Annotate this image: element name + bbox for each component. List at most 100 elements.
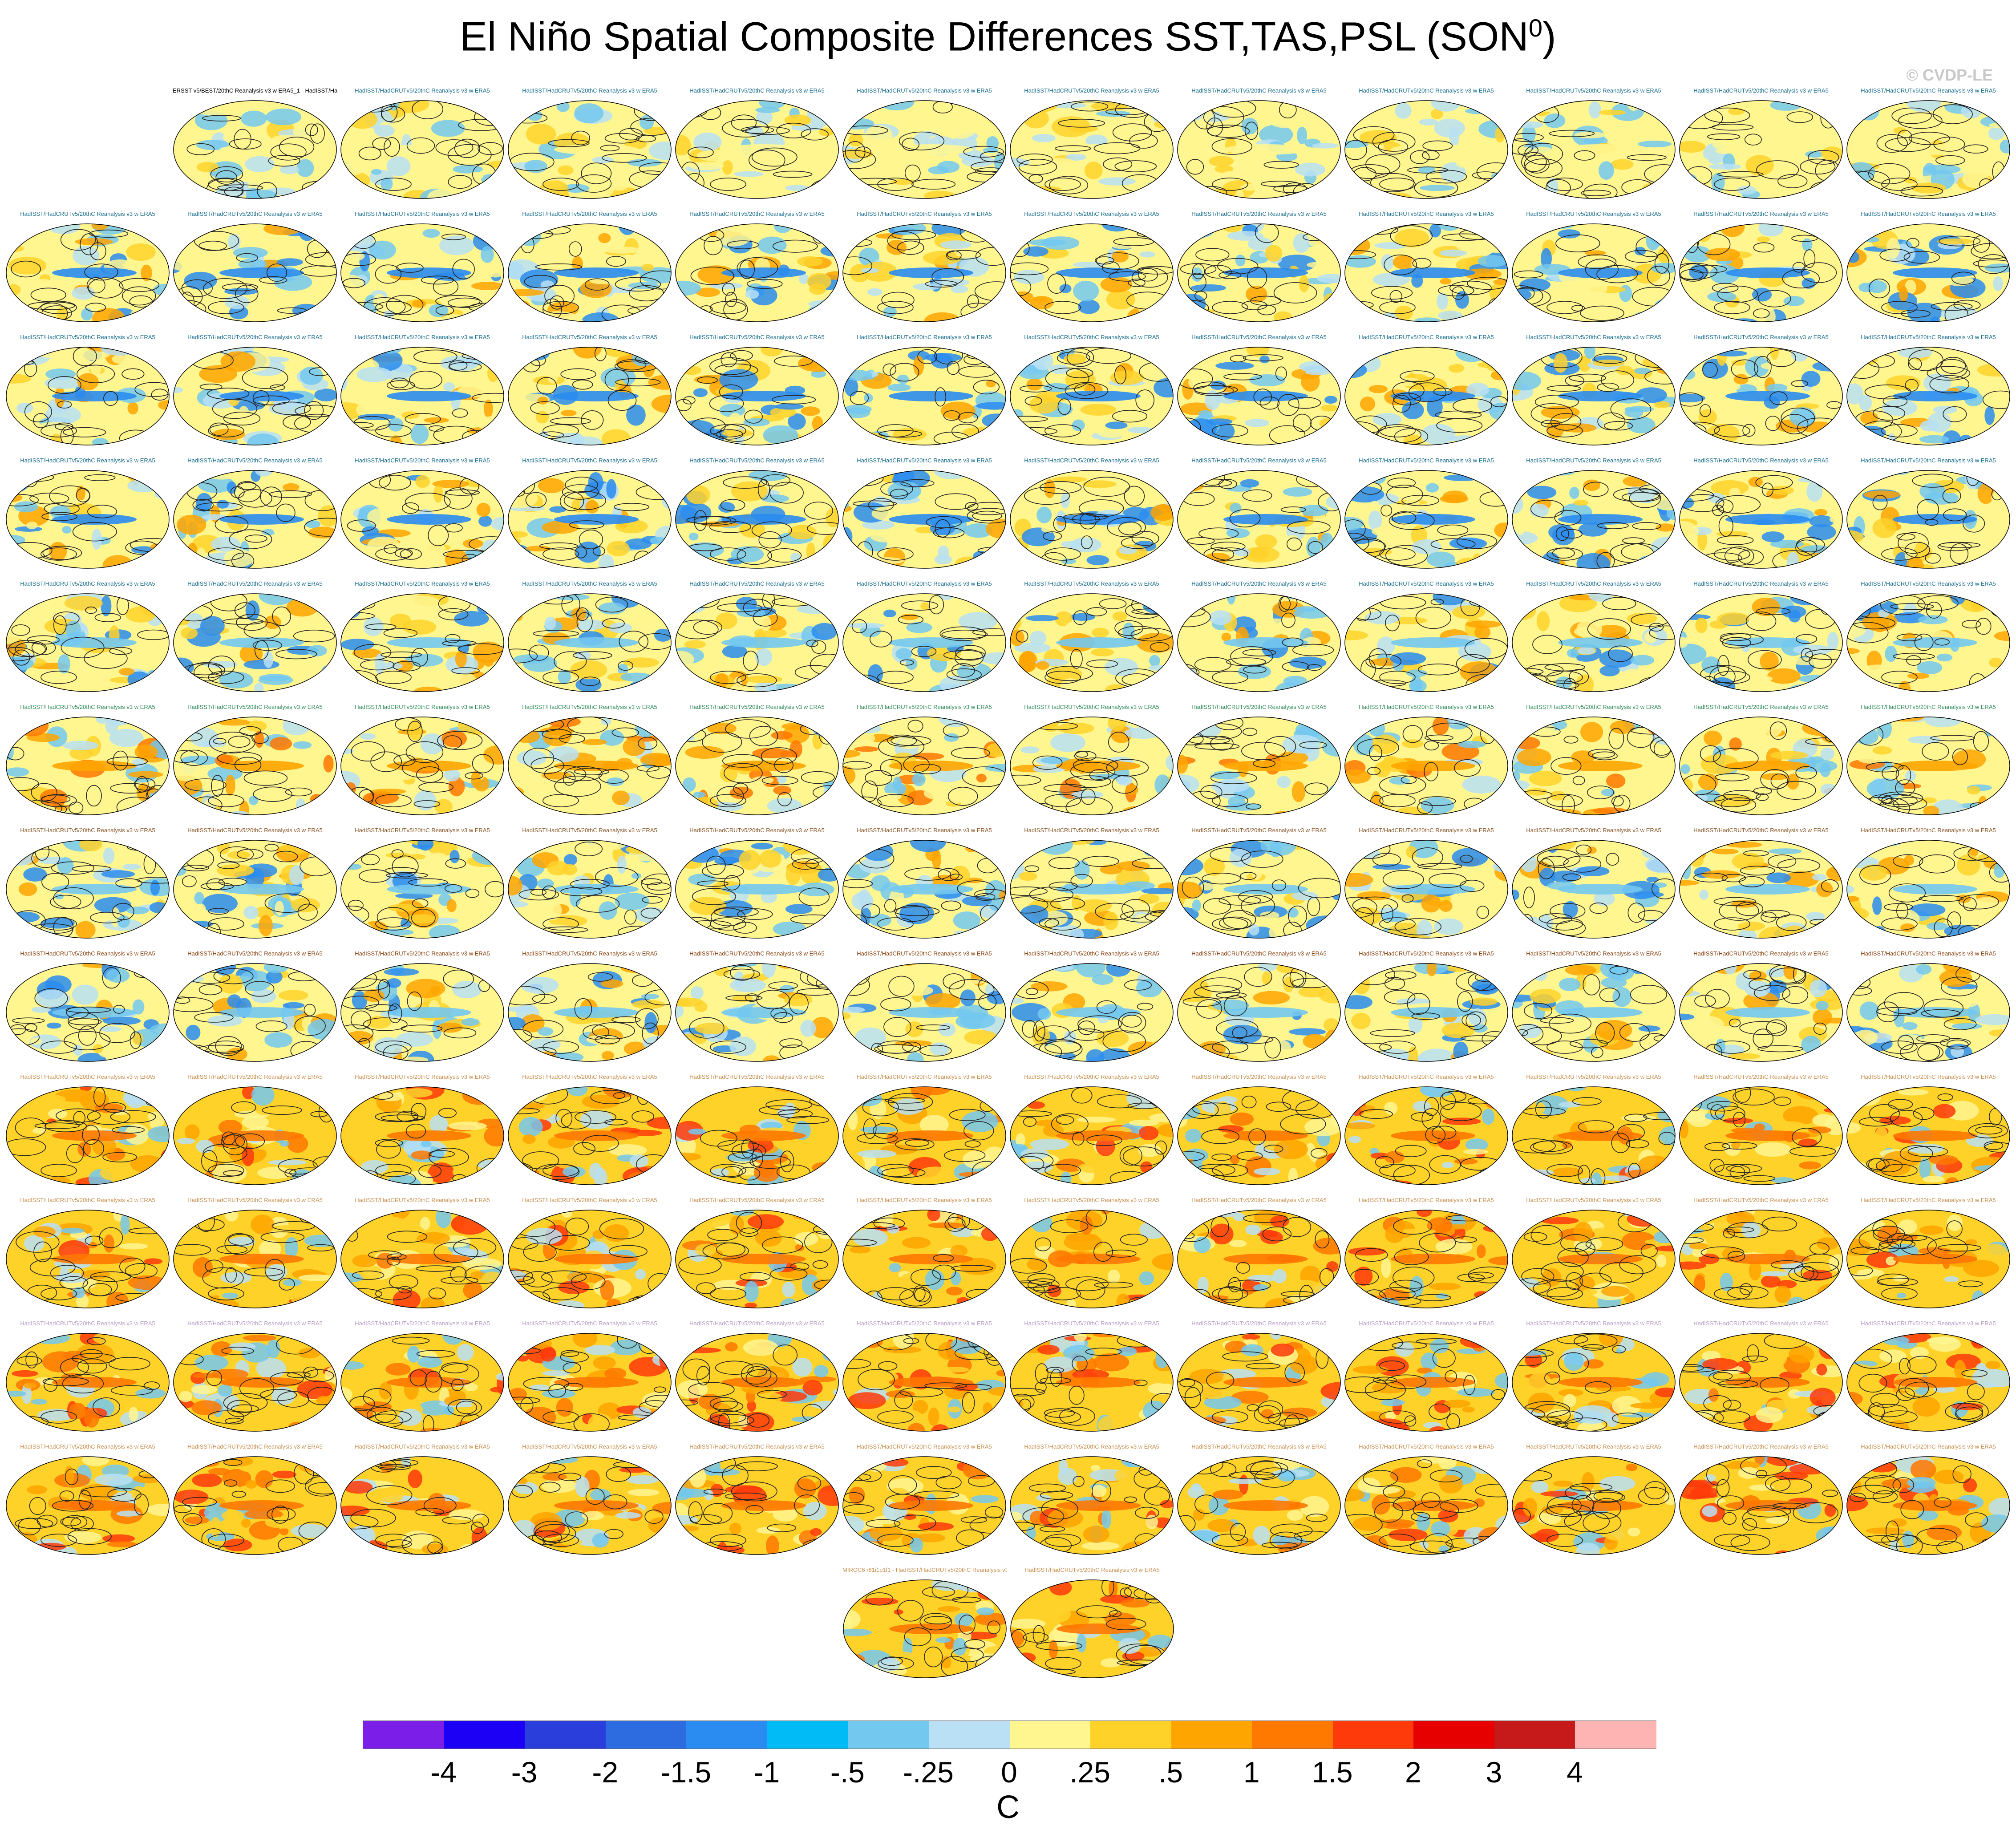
- panel-label: HadISST/HadCRUTv5/20thC Reanalysis v3 w …: [522, 581, 657, 587]
- map-panel: HadISST/HadCRUTv5/20thC Reanalysis v3 w …: [1511, 704, 1676, 816]
- panel-label: HadISST/HadCRUTv5/20thC Reanalysis v3 w …: [1024, 951, 1159, 957]
- panel-label: HadISST/HadCRUTv5/20thC Reanalysis v3 w …: [1526, 211, 1661, 217]
- global-map: [1512, 1210, 1676, 1308]
- global-map: [1010, 1579, 1174, 1678]
- map-panel: HadISST/HadCRUTv5/20thC Reanalysis v3 w …: [1177, 828, 1341, 939]
- global-map: [508, 593, 672, 692]
- global-map: [6, 593, 170, 692]
- global-map: [1177, 1333, 1341, 1432]
- panel-label: HadISST/HadCRUTv5/20thC Reanalysis v3 w …: [187, 1321, 323, 1327]
- map-panel: HadISST/HadCRUTv5/20thC Reanalysis v3 w …: [842, 1321, 1007, 1432]
- map-panel: HadISST/HadCRUTv5/20thC Reanalysis v3 w …: [1846, 88, 2011, 199]
- panel-label: HadISST/HadCRUTv5/20thC Reanalysis v3 w …: [857, 1321, 992, 1327]
- global-map: [675, 1456, 839, 1555]
- global-map: [1846, 1210, 2010, 1308]
- colorbar-tick-label: .25: [1069, 1756, 1110, 1789]
- global-map: [1344, 593, 1508, 692]
- global-map: [6, 963, 170, 1062]
- map-panel: HadISST/HadCRUTv5/20thC Reanalysis v3 w …: [1511, 1198, 1676, 1309]
- map-panel: HadISST/HadCRUTv5/20thC Reanalysis v3 w …: [1344, 88, 1509, 199]
- global-map: [1679, 1333, 1843, 1432]
- map-panel: HadISST/HadCRUTv5/20thC Reanalysis v3 w …: [1344, 1198, 1509, 1309]
- colorbar-tick-label: -3: [511, 1756, 538, 1789]
- panel-label: HadISST/HadCRUTv5/20thC Reanalysis v3 w …: [689, 704, 825, 710]
- panel-label: HadISST/HadCRUTv5/20thC Reanalysis v3 w …: [1024, 1198, 1159, 1203]
- global-map: [508, 1333, 672, 1432]
- global-map: [1846, 840, 2010, 939]
- map-panel: HadISST/HadCRUTv5/20thC Reanalysis v3 w …: [675, 88, 839, 199]
- map-panel: HadISST/HadCRUTv5/20thC Reanalysis v3 w …: [5, 211, 170, 323]
- map-panel: HadISST/HadCRUTv5/20thC Reanalysis v3 w …: [173, 335, 337, 446]
- map-panel: HadISST/HadCRUTv5/20thC Reanalysis v3 w …: [1009, 1444, 1174, 1555]
- panel-label: HadISST/HadCRUTv5/20thC Reanalysis v3 w …: [355, 88, 490, 94]
- colorbar-tick-label: 1: [1243, 1756, 1260, 1789]
- panel-label: HadISST/HadCRUTv5/20thC Reanalysis v3 w …: [1693, 951, 1829, 957]
- map-panel: HadISST/HadCRUTv5/20thC Reanalysis v3 w …: [340, 1321, 505, 1432]
- panel-label: HadISST/HadCRUTv5/20thC Reanalysis v3 w …: [187, 704, 323, 710]
- global-map: [675, 1333, 839, 1432]
- map-panel: HadISST/HadCRUTv5/20thC Reanalysis v3 w …: [842, 88, 1007, 199]
- panel-label: HadISST/HadCRUTv5/20thC Reanalysis v3 w …: [1693, 88, 1829, 94]
- panel-label: MIROC6 r81i1p1f1 - HadISST/HadCRUTv5/20t…: [842, 1567, 1007, 1573]
- map-panel: HadISST/HadCRUTv5/20thC Reanalysis v3 w …: [1679, 211, 1843, 323]
- panel-label: HadISST/HadCRUTv5/20thC Reanalysis v3 w …: [355, 1321, 490, 1327]
- global-map: [1177, 100, 1341, 199]
- global-map: [1846, 223, 2010, 322]
- global-map: [842, 1210, 1006, 1308]
- colorbar-box: [1413, 1721, 1495, 1749]
- global-map: [173, 1086, 337, 1185]
- global-map: [173, 1210, 337, 1308]
- panel-label: HadISST/HadCRUTv5/20thC Reanalysis v3 w …: [857, 1198, 992, 1203]
- global-map: [173, 347, 337, 445]
- global-map: [6, 1086, 170, 1185]
- global-map: [1010, 717, 1174, 815]
- map-panel: HadISST/HadCRUTv5/20thC Reanalysis v3 w …: [842, 581, 1007, 692]
- global-map: [842, 593, 1006, 692]
- global-map: [1344, 1210, 1508, 1308]
- global-map: [340, 963, 504, 1062]
- panel-label: HadISST/HadCRUTv5/20thC Reanalysis v3 w …: [1526, 1074, 1661, 1080]
- map-panel: HadISST/HadCRUTv5/20thC Reanalysis v3 w …: [340, 951, 505, 1062]
- map-panel: HadISST/HadCRUTv5/20thC Reanalysis v3 w …: [5, 581, 170, 692]
- panel-label: HadISST/HadCRUTv5/20thC Reanalysis v3 w …: [1526, 458, 1661, 464]
- map-panel: HadISST/HadCRUTv5/20thC Reanalysis v3 w …: [1846, 1074, 2011, 1186]
- global-map: [842, 717, 1006, 815]
- panel-label: HadISST/HadCRUTv5/20thC Reanalysis v3 w …: [1024, 581, 1159, 587]
- global-map: [842, 840, 1006, 939]
- global-map: [508, 840, 672, 939]
- panel-label: HadISST/HadCRUTv5/20thC Reanalysis v3 w …: [355, 1198, 490, 1203]
- colorbar-box: [1009, 1721, 1091, 1749]
- panel-label: ERSST v5/BEST/20thC Reanalysis v3 w ERA5…: [173, 88, 337, 94]
- map-panel: HadISST/HadCRUTv5/20thC Reanalysis v3 w …: [5, 458, 170, 569]
- panel-label: HadISST/HadCRUTv5/20thC Reanalysis v3 w …: [355, 211, 490, 217]
- map-panel: HadISST/HadCRUTv5/20thC Reanalysis v3 w …: [1009, 581, 1174, 692]
- panel-label: HadISST/HadCRUTv5/20thC Reanalysis v3 w …: [1861, 1444, 1996, 1450]
- global-map: [842, 470, 1006, 569]
- map-panel: HadISST/HadCRUTv5/20thC Reanalysis v3 w …: [1009, 704, 1174, 816]
- colorbar-tick-label: 0: [1001, 1756, 1017, 1789]
- map-panel: HadISST/HadCRUTv5/20thC Reanalysis v3 w …: [675, 581, 839, 692]
- panel-label: HadISST/HadCRUTv5/20thC Reanalysis v3 w …: [1359, 335, 1494, 340]
- colorbar-tick-label: -.25: [903, 1756, 954, 1789]
- colorbar-box: [1494, 1721, 1575, 1749]
- map-panel: HadISST/HadCRUTv5/20thC Reanalysis v3 w …: [842, 1198, 1007, 1309]
- map-panel: HadISST/HadCRUTv5/20thC Reanalysis v3 w …: [507, 581, 672, 692]
- global-map: [1177, 593, 1341, 692]
- colorbar-tick-label: 1.5: [1312, 1756, 1353, 1789]
- colorbar-tick-label: -.5: [830, 1756, 865, 1789]
- panel-label: HadISST/HadCRUTv5/20thC Reanalysis v3 w …: [1191, 1074, 1327, 1080]
- panel-label: HadISST/HadCRUTv5/20thC Reanalysis v3 w …: [355, 1444, 490, 1450]
- map-panel: HadISST/HadCRUTv5/20thC Reanalysis v3 w …: [1846, 828, 2011, 939]
- global-map: [842, 100, 1006, 199]
- map-panel: HadISST/HadCRUTv5/20thC Reanalysis v3 w …: [173, 1074, 337, 1186]
- global-map: [1512, 100, 1676, 199]
- global-map: [173, 593, 337, 692]
- panel-label: HadISST/HadCRUTv5/20thC Reanalysis v3 w …: [1693, 581, 1829, 587]
- map-panel: HadISST/HadCRUTv5/20thC Reanalysis v3 w …: [507, 828, 672, 939]
- panel-label: HadISST/HadCRUTv5/20thC Reanalysis v3 w …: [1861, 1074, 1996, 1080]
- panel-label: HadISST/HadCRUTv5/20thC Reanalysis v3 w …: [1526, 1198, 1661, 1203]
- map-panel: HadISST/HadCRUTv5/20thC Reanalysis v3 w …: [1344, 828, 1509, 939]
- global-map: [173, 840, 337, 939]
- map-panel: HadISST/HadCRUTv5/20thC Reanalysis v3 w …: [1009, 458, 1174, 569]
- global-map: [1679, 223, 1843, 322]
